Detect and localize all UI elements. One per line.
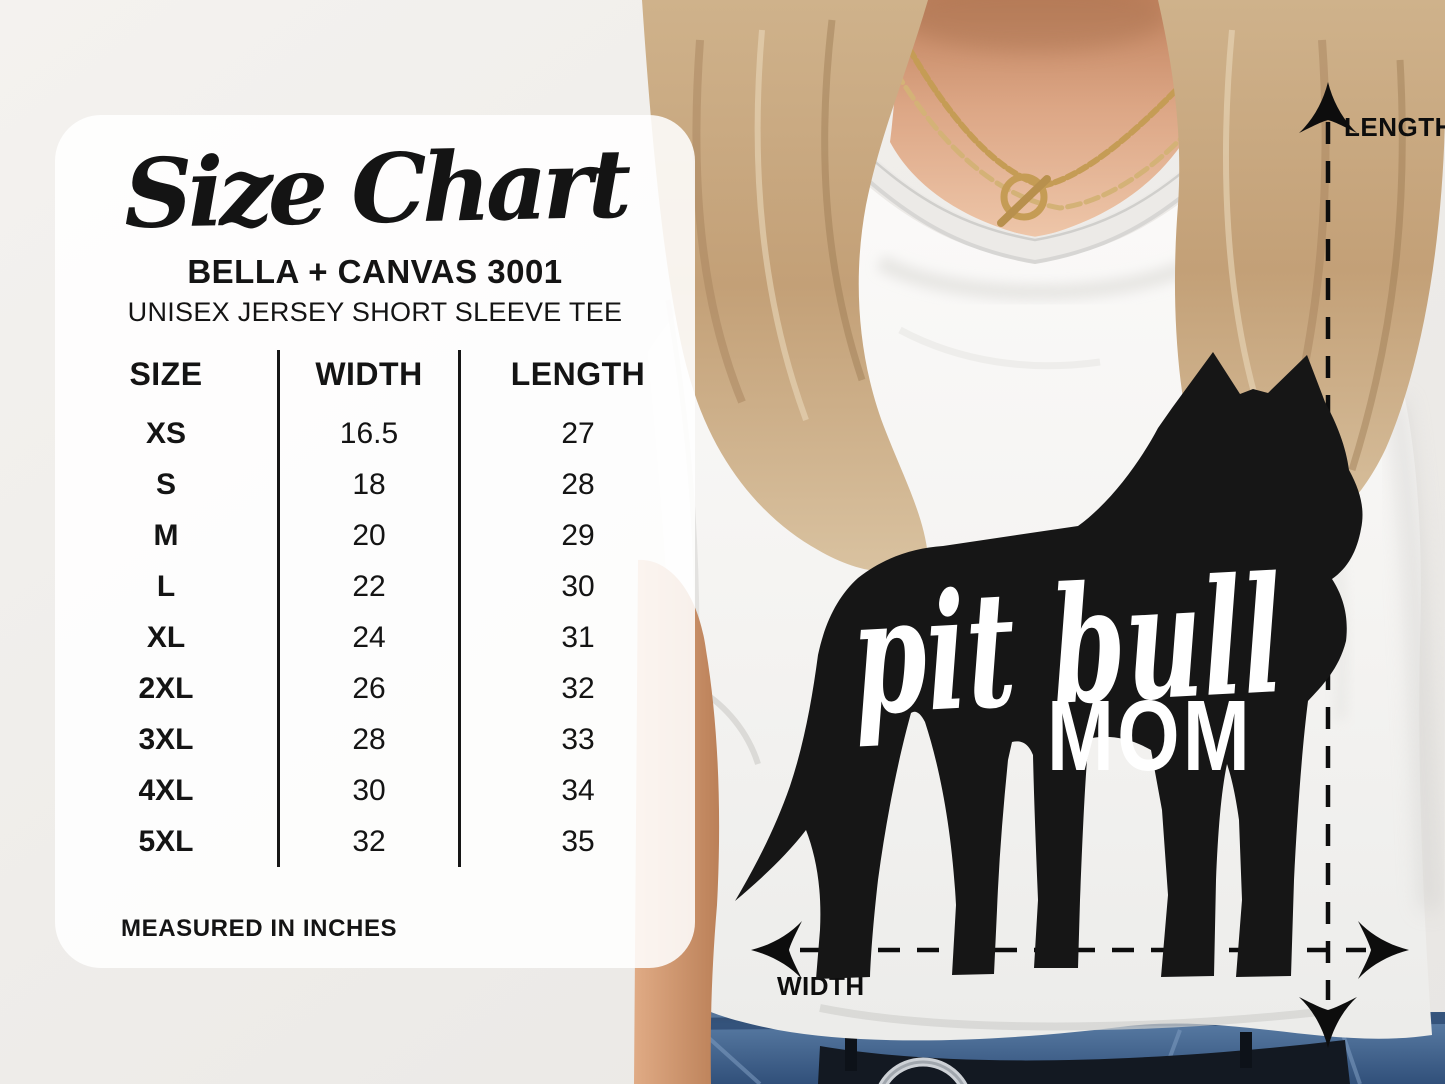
- column-header-width: WIDTH: [277, 350, 461, 409]
- width-cell: 26: [277, 663, 461, 715]
- length-cell: 32: [561, 671, 595, 705]
- length-cell: 34: [561, 773, 595, 807]
- shirt-text-mom: MOM: [1047, 680, 1253, 792]
- width-cell: 22: [277, 561, 461, 613]
- pitbull-silhouette-graphic: pit bull MOM: [735, 352, 1363, 979]
- width-cell: 20: [277, 510, 461, 562]
- width-cell: 24: [277, 612, 461, 664]
- table-row: 3XL 28 33: [55, 714, 695, 766]
- units-footnote: MEASURED IN INCHES: [121, 915, 398, 942]
- length-cell: 35: [561, 824, 595, 858]
- size-cell: 4XL: [138, 773, 194, 807]
- size-cell: 2XL: [138, 671, 194, 705]
- table-row: L 22 30: [55, 561, 695, 613]
- width-cell: 28: [277, 714, 461, 766]
- size-cell: M: [153, 518, 179, 552]
- table-row: 2XL 26 32: [55, 663, 695, 715]
- belt-loop: [1240, 1032, 1252, 1068]
- length-cell: 27: [561, 416, 595, 450]
- table-row: S 18 28: [55, 459, 695, 511]
- length-cell: 29: [561, 518, 595, 552]
- page-title: Size Chart: [122, 128, 628, 251]
- arrow-down-icon: [1299, 997, 1357, 1048]
- width-cell: 30: [277, 765, 461, 817]
- size-cell: 3XL: [138, 722, 194, 756]
- arrow-up-icon: [1299, 82, 1357, 133]
- shirt-text-pit-bull: pit bull: [848, 541, 1287, 751]
- length-cell: 31: [561, 620, 595, 654]
- hair-left: [642, 0, 928, 572]
- length-label: LENGTH: [1344, 112, 1445, 142]
- jaw-shadow: [902, 0, 1166, 52]
- necklace-toggle-pendant: [1000, 173, 1048, 221]
- table-row: M 20 29: [55, 510, 695, 562]
- size-cell: 5XL: [138, 824, 194, 858]
- table-header-row: SIZE WIDTH LENGTH: [55, 350, 695, 409]
- neck-skin: [890, 0, 1186, 238]
- size-cell: S: [155, 467, 176, 501]
- table-row: 4XL 30 34: [55, 765, 695, 817]
- arrow-right-icon: [1358, 921, 1409, 979]
- belt-loop: [845, 1035, 857, 1071]
- column-header-size: SIZE: [129, 356, 203, 393]
- width-cell: 18: [277, 459, 461, 511]
- pitbull-dog-shape: [735, 352, 1363, 979]
- table-row: 5XL 32 35: [55, 816, 695, 868]
- size-cell: XS: [145, 416, 187, 450]
- column-header-length: LENGTH: [510, 356, 646, 393]
- width-cell: 16.5: [277, 408, 461, 460]
- length-cell: 28: [561, 467, 595, 501]
- product-line: UNISEX JERSEY SHORT SLEEVE TEE: [127, 297, 623, 328]
- size-table: SIZE WIDTH LENGTH XS 16.5 27 S 18 28 M 20 29 L 22 3…: [55, 350, 695, 868]
- arrow-left-icon: [751, 921, 802, 979]
- brand-line: BELLA + CANVAS 3001: [187, 253, 563, 291]
- size-chart-card: Size Chart BELLA + CANVAS 3001 UNISEX JE…: [55, 115, 695, 968]
- length-cell: 30: [561, 569, 595, 603]
- size-cell: XL: [146, 620, 186, 654]
- size-cell: L: [156, 569, 176, 603]
- table-row: XS 16.5 27: [55, 408, 695, 460]
- table-body: XS 16.5 27 S 18 28 M 20 29 L 22 30 XL 24 31 2XL 26 32 3XL 2…: [55, 408, 695, 868]
- width-cell: 32: [277, 816, 461, 868]
- shirt-collar: [843, 145, 1227, 265]
- table-row: XL 24 31: [55, 612, 695, 664]
- length-cell: 33: [561, 722, 595, 756]
